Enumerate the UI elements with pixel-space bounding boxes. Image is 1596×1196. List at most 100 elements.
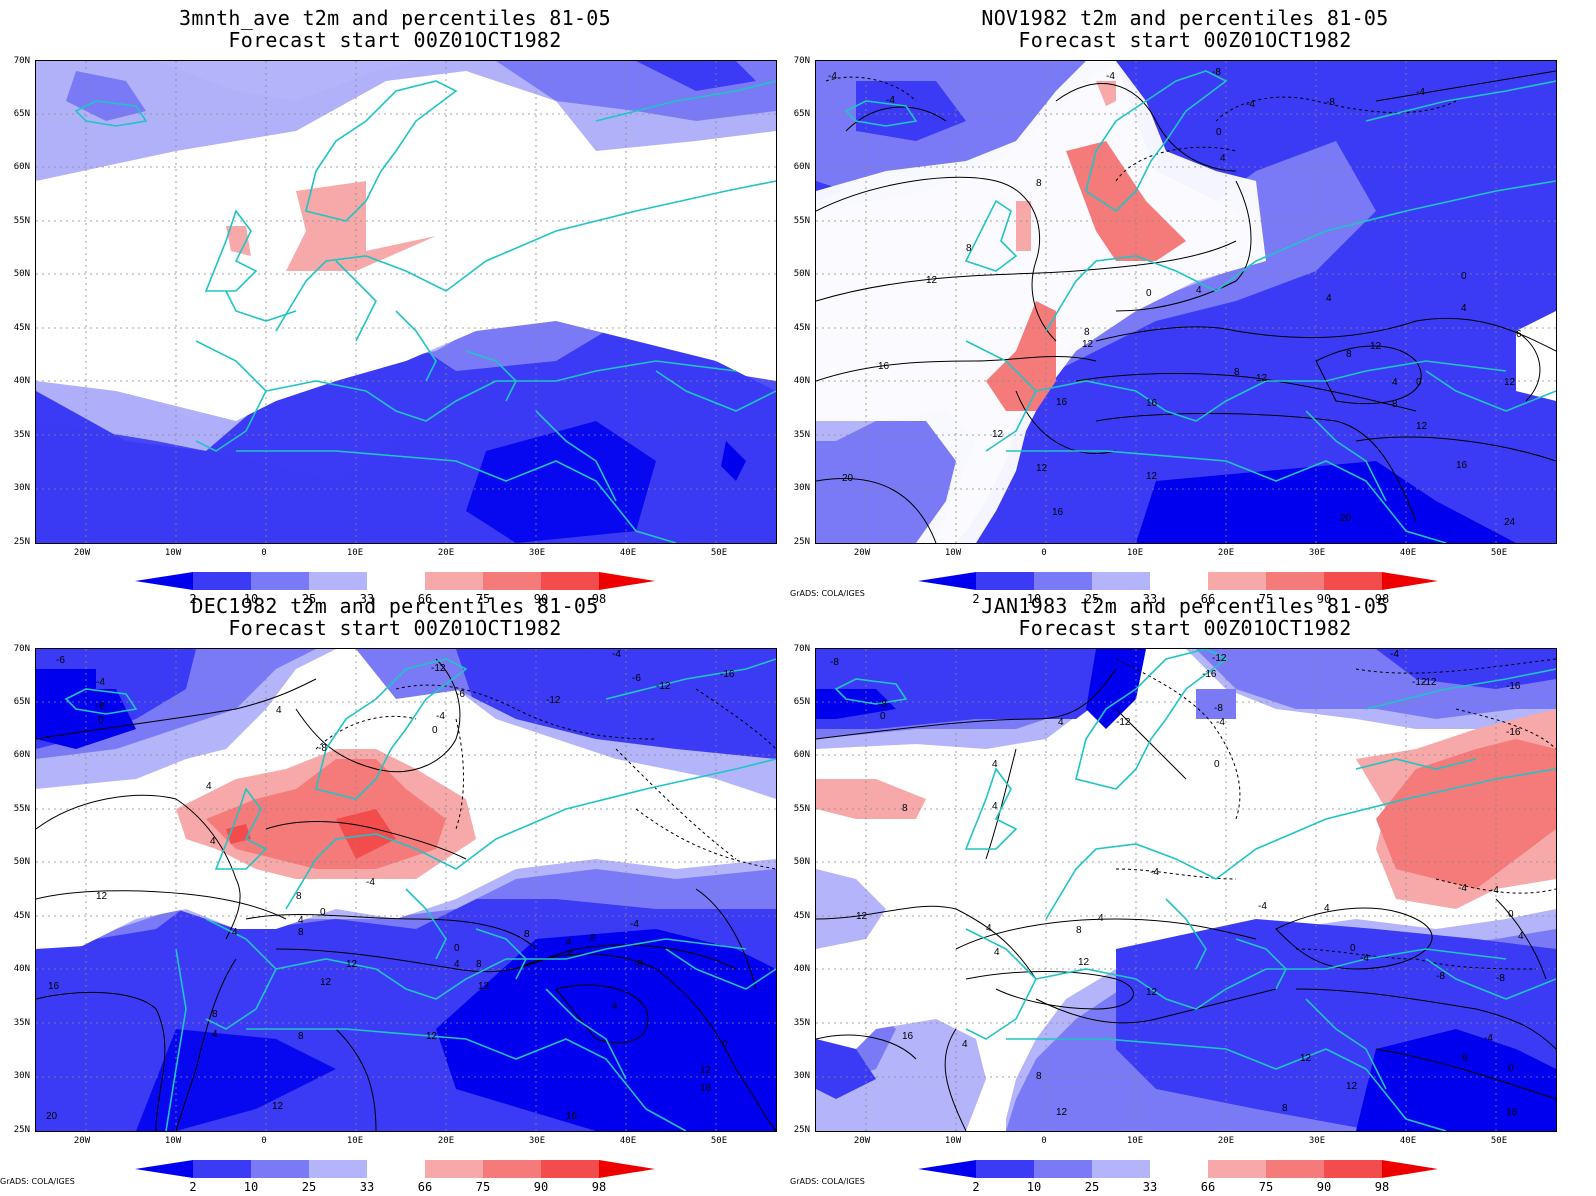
grads-credit: GrADS: COLA/IGES xyxy=(0,1177,75,1186)
contour-label: 16 xyxy=(1056,397,1068,408)
contour-label: -12 xyxy=(656,681,671,692)
lat-label: 60N xyxy=(13,162,30,172)
contour-label: -6 xyxy=(632,673,641,684)
contour-label: 8 xyxy=(1346,349,1352,360)
contour-label: -4 xyxy=(1246,99,1255,110)
lon-label: 20E xyxy=(1217,548,1235,558)
lat-label: 25N xyxy=(793,537,810,547)
contour-label: 12 xyxy=(1146,471,1158,482)
lon-label: 40E xyxy=(1399,548,1417,558)
lat-label: 70N xyxy=(793,644,810,654)
contour-label: -12 xyxy=(1116,717,1131,728)
contour-label: 8 xyxy=(524,929,530,940)
panel-jan1983: JAN1983 t2m and percentiles 81-05 Foreca… xyxy=(790,588,1580,1194)
lat-label: 65N xyxy=(13,697,30,707)
contour-label: -4 xyxy=(828,71,837,82)
lat-label: 70N xyxy=(13,644,30,654)
lat-label: 45N xyxy=(13,911,30,921)
lon-label: 40E xyxy=(1399,1136,1417,1146)
lat-label: 55N xyxy=(793,804,810,814)
contour-label: -4 xyxy=(1458,883,1467,894)
colorbar-label: 33 xyxy=(1142,1180,1158,1194)
contour-label: -8 xyxy=(1326,97,1335,108)
contour-label: -12 xyxy=(1412,677,1427,688)
lon-label: 0 xyxy=(261,1136,267,1146)
lon-label: 20E xyxy=(437,1136,455,1146)
contour-label: 12 xyxy=(426,1031,438,1042)
colorbar-label: 10 xyxy=(243,1180,259,1194)
contour-label: -8 xyxy=(1496,973,1505,984)
contour-label: 12 xyxy=(926,275,938,286)
colorbar-label: 75 xyxy=(475,1180,491,1194)
lon-label: 30E xyxy=(1308,548,1326,558)
grads-credit: GrADS: COLA/IGES xyxy=(790,1177,865,1186)
lat-label: 35N xyxy=(793,1018,810,1028)
contour-label: 8 xyxy=(1234,367,1240,378)
lon-label: 30E xyxy=(528,548,546,558)
contour-label: 16 xyxy=(1052,507,1064,518)
contour-label: 12 xyxy=(96,891,108,902)
lon-label: 0 xyxy=(1041,548,1047,558)
lat-label: 65N xyxy=(13,109,30,119)
contour-label: 12 xyxy=(992,429,1004,440)
lon-label: 50E xyxy=(1490,1136,1508,1146)
contour-label: 4 xyxy=(1461,303,1467,314)
contour-label: 4 xyxy=(992,759,998,770)
lon-label: 10W xyxy=(944,548,962,558)
contour-label: 4 xyxy=(206,781,212,792)
lat-label: 60N xyxy=(793,750,810,760)
lat-label: 50N xyxy=(793,857,810,867)
panel-title: 3mnth_ave t2m and percentiles 81-05 xyxy=(179,6,611,30)
contour-label: -4 xyxy=(612,649,621,660)
colorbar-label: 25 xyxy=(1084,1180,1100,1194)
contour-label: 20 xyxy=(46,1111,58,1122)
contour-label: -4 xyxy=(1216,717,1225,728)
panel-subtitle: Forecast start 00Z01OCT1982 xyxy=(228,616,562,640)
contour-label: 4 xyxy=(210,836,216,847)
colorbar-label: 25 xyxy=(301,1180,317,1194)
contour-label: 6 xyxy=(1516,329,1522,340)
lon-label: 50E xyxy=(710,548,728,558)
contour-label: -16 xyxy=(720,669,735,680)
lat-label: 35N xyxy=(13,430,30,440)
contour-label: 4 xyxy=(212,1029,218,1040)
lat-label: 40N xyxy=(793,376,810,386)
colorbar-label: 33 xyxy=(359,1180,375,1194)
lat-label: 40N xyxy=(793,964,810,974)
lon-label: 0 xyxy=(261,548,267,558)
contour-label: 16 xyxy=(48,981,60,992)
lat-label: 30N xyxy=(793,1071,810,1081)
lon-label: 20E xyxy=(437,548,455,558)
contour-label: 16 xyxy=(566,1111,578,1122)
contour-label: -4 xyxy=(1416,87,1425,98)
contour-label: -8 xyxy=(1436,971,1445,982)
contour-label: 0 xyxy=(722,1039,728,1050)
colorbar-label: 98 xyxy=(1374,1180,1390,1194)
lon-label: 10W xyxy=(164,548,182,558)
percentile-map: -12 -8 -4 -8 0 -12 -16 4 -12 -8 -4 -12 -… xyxy=(815,648,1557,1132)
contour-label: 12 xyxy=(1036,463,1048,474)
lat-label: 45N xyxy=(13,323,30,333)
contour-label: 0 xyxy=(1214,759,1220,770)
contour-label: 24 xyxy=(1504,517,1516,528)
contour-label: 12 xyxy=(478,981,490,992)
contour-label: -4 xyxy=(630,919,639,930)
contour-label: 8 xyxy=(902,803,908,814)
lat-label: 45N xyxy=(793,911,810,921)
contour-label: 8 xyxy=(1462,1053,1468,1064)
colorbar-label: 33 xyxy=(1142,592,1158,606)
lat-label: 70N xyxy=(793,56,810,66)
contour-label: 12 xyxy=(1146,987,1158,998)
contour-label: 0 xyxy=(98,715,104,726)
lat-label: 55N xyxy=(13,216,30,226)
contour-label: 12 xyxy=(1256,373,1268,384)
lat-label: 30N xyxy=(13,483,30,493)
contour-label: 8 xyxy=(1036,1071,1042,1082)
panel-subtitle: Forecast start 00Z01OCT1982 xyxy=(1018,616,1352,640)
contour-label: 0 xyxy=(1216,127,1222,138)
colorbar-label: 10 xyxy=(243,592,259,606)
panel-3mnth-ave: 3mnth_ave t2m and percentiles 81-05 Fore… xyxy=(0,0,790,606)
contour-label: -4 xyxy=(366,877,375,888)
lon-label: 10E xyxy=(346,548,364,558)
colorbar-label: 33 xyxy=(359,592,375,606)
